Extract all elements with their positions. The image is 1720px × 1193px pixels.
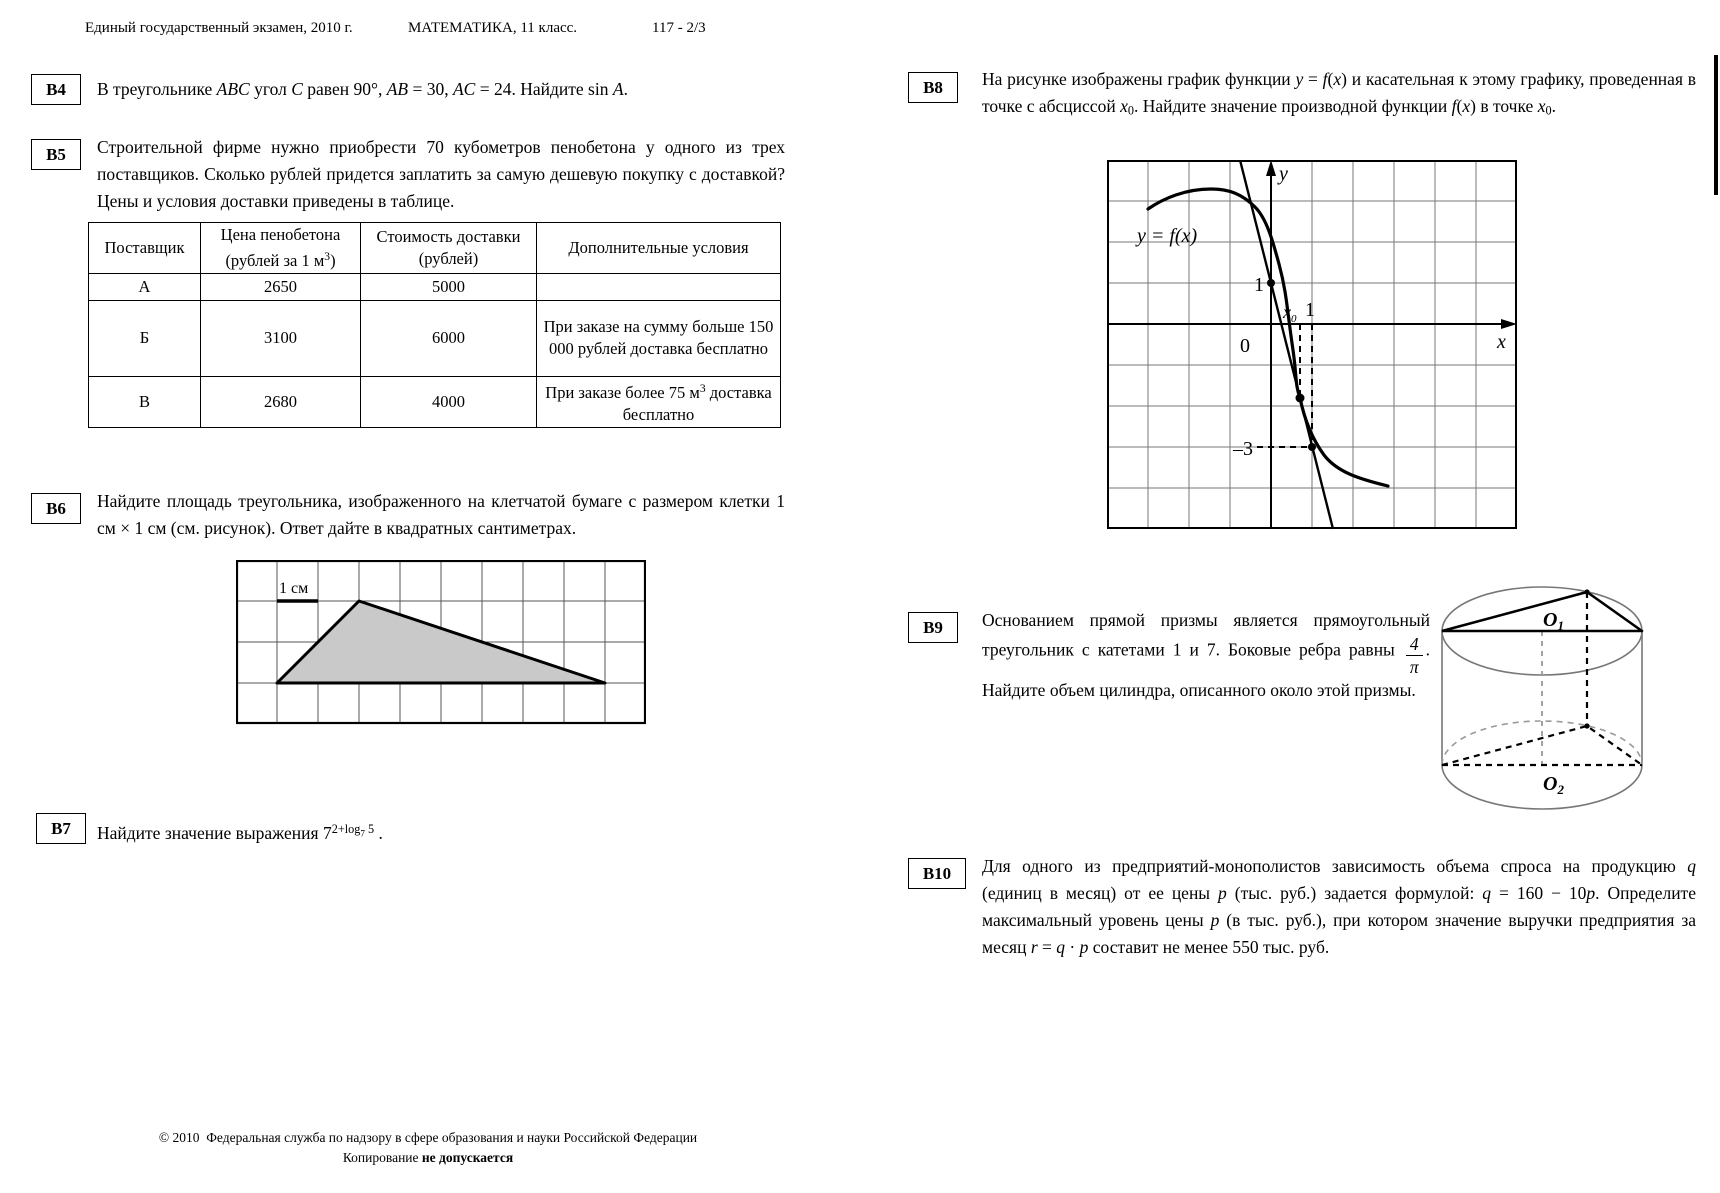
shaded-triangle	[275, 599, 607, 685]
footer-copyright: © 2010 Федеральная служба по надзору в с…	[158, 1130, 698, 1145]
y-axis-arrow	[1266, 160, 1276, 176]
problem-b10-text: Для одного из предприятий-монополистов з…	[982, 856, 1696, 957]
table-cell-conditions: При заказе на сумму больше 150 000 рубле…	[536, 299, 781, 377]
cylinder-bottom-back-arc	[1441, 720, 1643, 766]
table-row: А 2650 5000	[88, 272, 781, 301]
table-header-conditions: Дополнительные условия	[536, 222, 781, 274]
top-apex-point	[1584, 589, 1590, 595]
table-cell-conditions: При заказе более 75 м3 доставка бесплатн…	[536, 375, 781, 428]
table-header-delivery: Стоимость доставки (рублей)	[360, 222, 537, 274]
y-axis	[1266, 160, 1276, 529]
problem-b7-label: В7	[36, 813, 86, 844]
table-cell-delivery: 6000	[360, 299, 537, 377]
problem-b7-text: Найдите значение выражения 72+log7 5 .	[97, 822, 383, 844]
bottom-triangle-dashed	[1441, 592, 1643, 767]
grid-triangle-figure: 1 см	[236, 560, 646, 725]
problem-b6-text: Найдите площадь треугольника, изображенн…	[97, 491, 785, 538]
problem-b8-text: На рисунке изображены график функции y =…	[982, 69, 1697, 118]
top-center-label: O1	[1543, 609, 1564, 633]
grid-border	[236, 560, 646, 725]
table-row: В 2680 4000 При заказе более 75 м3 доста…	[88, 375, 781, 428]
problem-b9-text: Основанием прямой призмы является прямоу…	[982, 610, 1430, 701]
table-cell-price: 2680	[200, 375, 361, 428]
top-triangle	[1441, 590, 1644, 633]
problem-b8-label: В8	[908, 72, 958, 103]
header-exam-title: Единый государственный экзамен, 2010 г.	[85, 20, 353, 36]
table-cell-price: 3100	[200, 299, 361, 377]
table-header-supplier: Поставщик	[88, 222, 201, 274]
scale-label: 1 см	[279, 580, 308, 597]
table-cell-delivery: 4000	[360, 375, 537, 428]
x0-label: x0	[1282, 302, 1297, 325]
tangent-line	[1238, 160, 1335, 530]
graph-grid-lines	[1107, 160, 1517, 529]
table-cell-supplier: Б	[88, 299, 201, 377]
header-page-number: 117 - 2/3	[652, 20, 706, 36]
x-axis-arrow	[1501, 319, 1517, 329]
y-one-label: 1	[1254, 274, 1264, 296]
minus-three-label: –3	[1232, 438, 1253, 460]
function-curve	[1146, 187, 1390, 488]
suppliers-table: Поставщик Цена пенобетона (рублей за 1 м…	[88, 222, 781, 428]
dashed-construction-lines	[1257, 324, 1313, 448]
problem-b5-text: Строительной фирме нужно приобрести 70 к…	[97, 137, 785, 211]
cylinder-prism-figure: O1 O2	[1441, 586, 1644, 810]
problem-b6-label: В6	[31, 493, 81, 524]
curve-equation-label: y = f(x)	[1135, 225, 1197, 247]
x-axis-label: x	[1496, 331, 1506, 353]
table-cell-supplier: А	[88, 272, 201, 301]
tangent-point	[1295, 393, 1305, 403]
cylinder-bottom-front-arc	[1441, 764, 1643, 810]
footer: © 2010 Федеральная служба по надзору в с…	[128, 1128, 728, 1168]
scan-edge-line	[1714, 55, 1718, 195]
origin-label: 0	[1240, 335, 1250, 357]
graph-border	[1107, 160, 1517, 529]
table-cell-price: 2650	[200, 272, 361, 301]
table-cell-conditions	[536, 272, 781, 301]
table-header-row: Поставщик Цена пенобетона (рублей за 1 м…	[88, 222, 781, 274]
x-one-label: 1	[1305, 299, 1315, 321]
point-1-minus3	[1308, 443, 1316, 451]
problem-b10-label: В10	[908, 858, 966, 889]
footer-no-copy: Копирование не допускается	[342, 1150, 514, 1165]
bottom-apex-point	[1584, 723, 1590, 729]
x-axis	[1107, 319, 1517, 329]
y-axis-label: y	[1277, 163, 1288, 185]
bottom-center-label: O2	[1543, 773, 1564, 797]
problem-b9-label: В9	[908, 612, 958, 643]
problem-b5-label: В5	[31, 139, 81, 170]
table-row: Б 3100 6000 При заказе на сумму больше 1…	[88, 299, 781, 377]
table-header-price: Цена пенобетона (рублей за 1 м3)	[200, 222, 361, 274]
problem-b4-text: В треугольнике ABC угол C равен 90°, AB …	[97, 79, 628, 99]
table-cell-supplier: В	[88, 375, 201, 428]
point-0-1	[1267, 279, 1275, 287]
table-cell-delivery: 5000	[360, 272, 537, 301]
problem-b4-label: В4	[31, 74, 81, 105]
function-tangent-graph: y x 0 1 x0 1 –3 y = f(x)	[1107, 160, 1517, 530]
header-subject: МАТЕМАТИКА, 11 класс.	[408, 20, 578, 36]
